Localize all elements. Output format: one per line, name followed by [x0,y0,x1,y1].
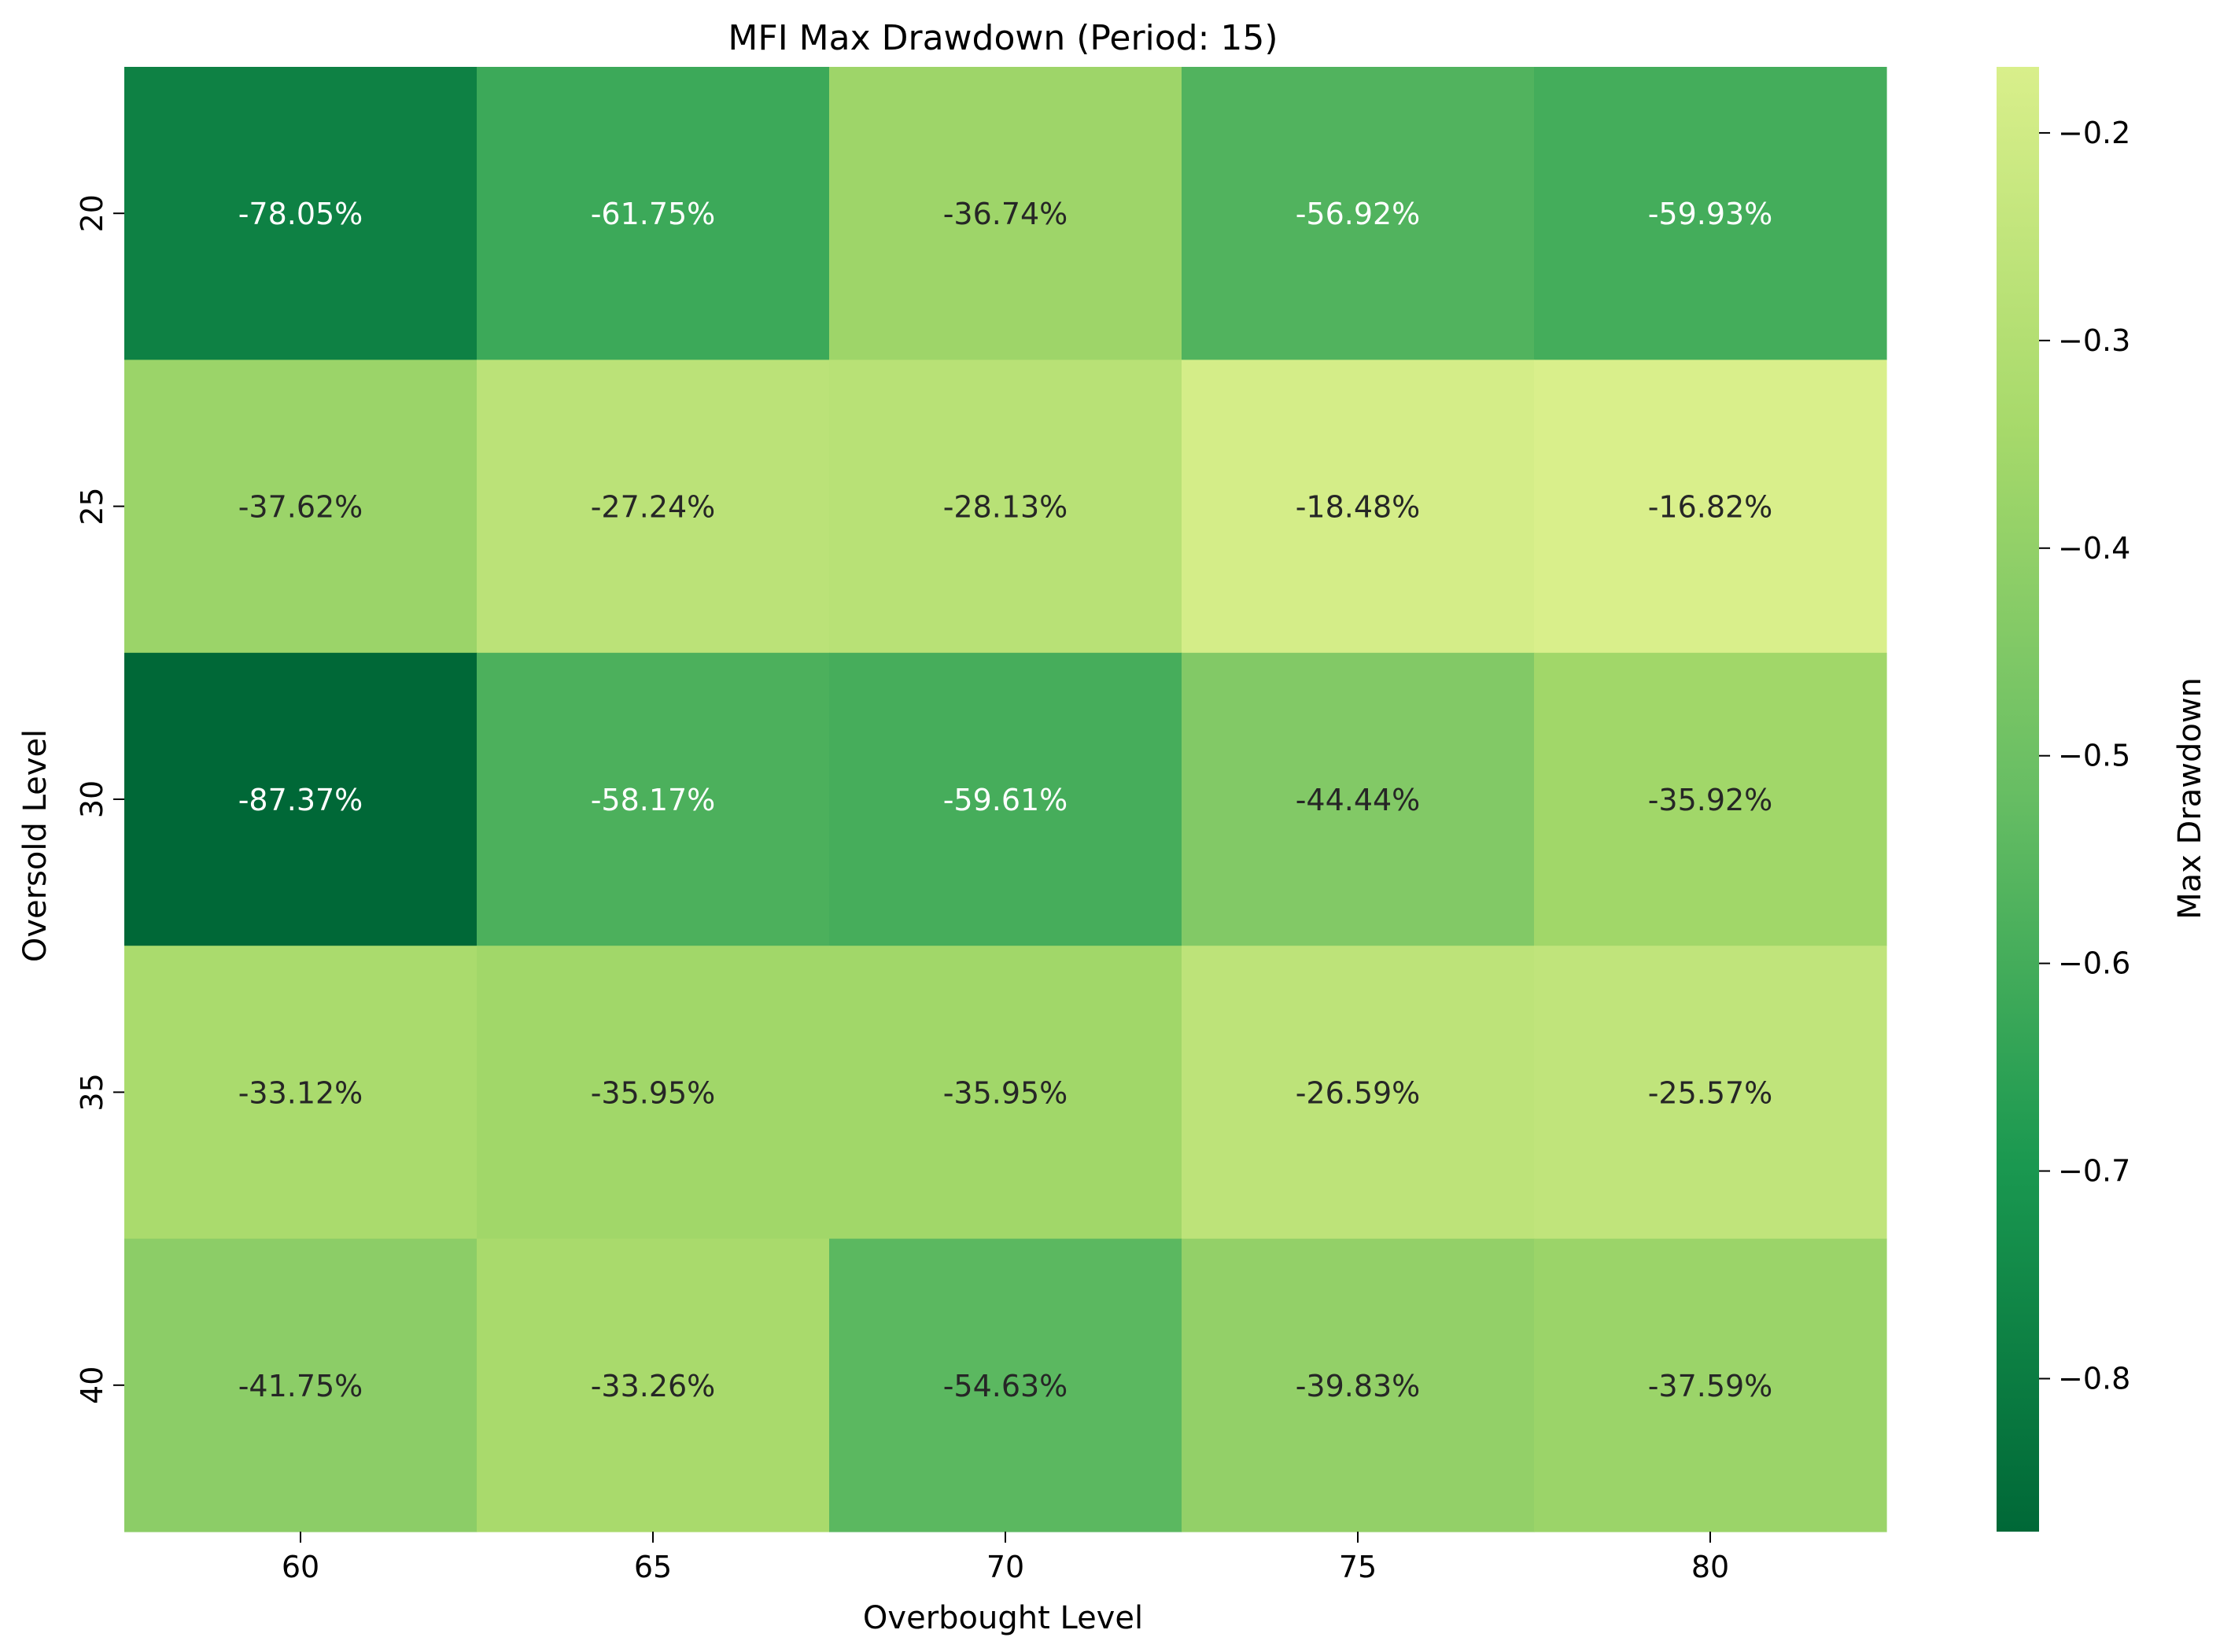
heatmap-cell [477,652,830,946]
heatmap-cell [1182,946,1535,1240]
cell-label: -25.57% [1648,1075,1773,1110]
y-tick-label: 20 [75,194,109,232]
heatmap-cell [1182,652,1535,946]
heatmap-cell [477,1238,830,1532]
x-tick-label: 75 [1339,1550,1377,1584]
cell-label: -58.17% [591,783,716,817]
cell-label: -36.74% [943,197,1068,231]
colorbar-tick-label: −0.8 [2058,1361,2130,1396]
heatmap-cell [124,946,478,1240]
cell-label: -33.26% [591,1369,716,1403]
heatmap-cell [124,67,478,360]
heatmap-cell [1182,67,1535,360]
chart-title: MFI Max Drawdown (Period: 15) [728,18,1278,58]
heatmap-cell [1182,360,1535,654]
x-axis-label: Overbought Level [863,1600,1143,1636]
cell-label: -33.12% [238,1075,363,1110]
heatmap-cell [829,1238,1182,1532]
cell-label: -27.24% [591,490,716,525]
cell-label: -18.48% [1296,490,1421,525]
cell-label: -37.62% [238,490,363,525]
heatmap-cell [477,67,830,360]
heatmap-cell [829,67,1182,360]
heatmap-cell [477,946,830,1240]
cell-label: -28.13% [943,490,1068,525]
colorbar-ticks: −0.2 −0.3 −0.4 −0.5 −0.6 −0.7 −0.8 [2039,116,2130,1396]
x-tick-label: 60 [282,1550,319,1584]
y-axis-label: Oversold Level [17,729,53,962]
cell-label: -35.92% [1648,783,1773,817]
cell-label: -61.75% [591,197,716,231]
heatmap-cell [1534,1238,1887,1532]
y-tick-label: 25 [75,487,109,525]
cell-label: -59.61% [943,783,1068,817]
heatmap-cell [1534,360,1887,654]
y-tick-label: 30 [75,780,109,818]
x-axis: 60 65 70 75 80 [282,1532,1729,1584]
heatmap-cell [829,360,1182,654]
heatmap-cells [124,67,1887,1532]
cell-label: -87.37% [238,783,363,817]
heatmap-cell [1182,1238,1535,1532]
cell-label: -35.95% [591,1075,716,1110]
heatmap-cell [1534,652,1887,946]
colorbar-label: Max Drawdown [2172,677,2208,920]
cell-label: -59.93% [1648,197,1773,231]
heatmap-cell [477,360,830,654]
colorbar-tick-label: −0.5 [2058,739,2130,773]
cell-label: -56.92% [1296,197,1421,231]
colorbar-tick-label: −0.7 [2058,1154,2130,1189]
x-tick-label: 70 [986,1550,1024,1584]
heatmap-cell [124,1238,478,1532]
y-tick-label: 40 [75,1366,109,1404]
colorbar-tick-label: −0.4 [2058,531,2130,566]
heatmap-cell [124,360,478,654]
colorbar-tick-label: −0.2 [2058,116,2130,150]
heatmap-cell [1534,67,1887,360]
cell-label: -37.59% [1648,1369,1773,1403]
heatmap-cell [829,652,1182,946]
x-tick-label: 65 [634,1550,672,1584]
cell-label: -16.82% [1648,490,1773,525]
colorbar-tick-label: −0.3 [2058,323,2130,358]
colorbar [1997,67,2039,1532]
cell-labels: -78.05% -61.75% -36.74% -56.92% -59.93% -37.6… [238,197,1773,1403]
heatmap-cell [829,946,1182,1240]
cell-label: -41.75% [238,1369,363,1403]
colorbar-tick-label: −0.6 [2058,946,2130,981]
heatmap-cell [124,652,478,946]
y-axis: 20 25 30 35 40 [75,194,124,1404]
cell-label: -78.05% [238,197,363,231]
cell-label: -35.95% [943,1075,1068,1110]
y-tick-label: 35 [75,1073,109,1111]
cell-label: -44.44% [1296,783,1421,817]
heatmap-cell [1534,946,1887,1240]
cell-label: -54.63% [943,1369,1068,1403]
cell-label: -26.59% [1296,1075,1421,1110]
x-tick-label: 80 [1691,1550,1729,1584]
cell-label: -39.83% [1296,1369,1421,1403]
